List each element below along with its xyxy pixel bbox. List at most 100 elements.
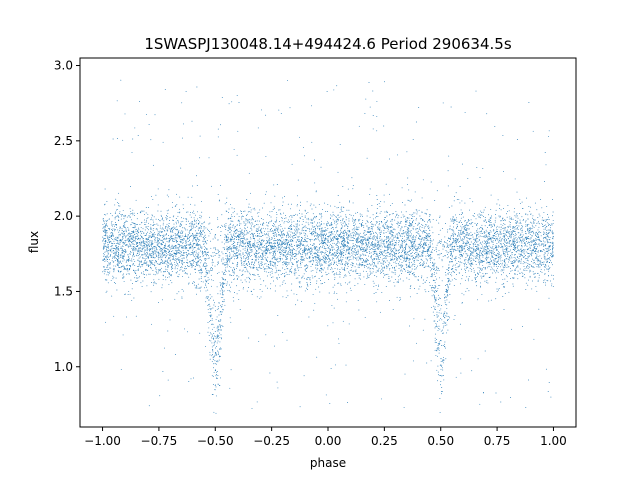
data-point [370,248,372,250]
data-point [459,236,461,238]
data-point [286,265,287,267]
data-point [416,250,418,251]
data-point [483,209,485,211]
data-point [205,283,206,285]
data-point [165,268,167,270]
data-point [191,120,193,122]
data-point [135,274,137,276]
data-point [515,226,517,228]
data-point [519,248,521,250]
data-point [551,274,553,276]
data-point [311,254,313,256]
data-point [260,243,262,245]
data-point [283,261,285,263]
data-point [415,219,417,221]
data-point [306,284,308,286]
data-point [176,293,178,295]
data-point [540,199,542,201]
data-point [491,224,493,226]
data-point [177,249,179,251]
data-point [142,256,144,258]
data-point [182,242,184,244]
data-point [552,211,554,213]
data-point [141,248,143,250]
data-point [390,258,392,260]
data-point [335,236,337,237]
data-point [194,204,196,206]
data-point [500,243,502,245]
data-point [361,214,363,216]
data-point [303,234,305,236]
data-point [252,223,254,225]
data-point [166,229,168,231]
data-point [325,229,327,231]
data-point [540,271,542,273]
data-point [465,290,467,292]
data-point [261,263,262,265]
data-point [537,239,539,241]
data-point [276,227,278,229]
data-point [111,238,112,240]
data-point [228,271,230,273]
data-point [218,325,220,327]
data-point [353,270,355,272]
data-point [249,279,251,281]
data-point [454,272,456,274]
data-point [104,235,106,237]
data-point [276,381,278,383]
data-point [516,256,518,258]
data-point [163,254,165,256]
data-point [350,250,352,251]
data-point [431,268,432,270]
data-point [413,274,415,276]
data-point [352,188,354,190]
data-point [451,269,453,271]
data-point [336,226,338,228]
data-point [246,218,247,220]
data-point [328,241,330,243]
data-point [534,276,536,278]
data-point [372,226,374,227]
data-point [309,250,311,252]
data-point [195,236,197,238]
data-point [394,219,396,221]
data-point [229,261,231,263]
data-point [453,258,455,260]
data-point [552,278,554,280]
data-point [188,265,190,267]
data-point [550,252,551,254]
data-point [230,223,232,225]
data-point [431,289,433,291]
data-point [177,247,179,249]
data-point [279,229,281,231]
data-point [383,240,385,242]
data-point [290,234,292,236]
data-point [527,242,529,244]
data-point [219,293,221,295]
data-point [297,179,299,181]
data-point [460,247,462,249]
data-point [215,347,217,349]
data-point [295,227,297,229]
data-point [448,238,450,240]
data-point [218,335,220,337]
data-point [547,254,548,256]
data-point [521,216,523,218]
data-point [453,221,455,223]
data-point [409,213,411,215]
data-point [399,234,401,236]
data-point [122,250,124,252]
data-point [203,287,205,289]
data-point [290,271,292,272]
data-point [440,312,442,314]
data-point [406,217,408,218]
data-point [371,257,373,259]
data-point [139,256,141,258]
data-point [412,227,414,229]
data-point [428,219,430,221]
data-point [528,379,530,381]
data-point [405,248,406,249]
data-point [418,255,420,257]
data-point [399,255,401,257]
data-point [162,217,163,219]
